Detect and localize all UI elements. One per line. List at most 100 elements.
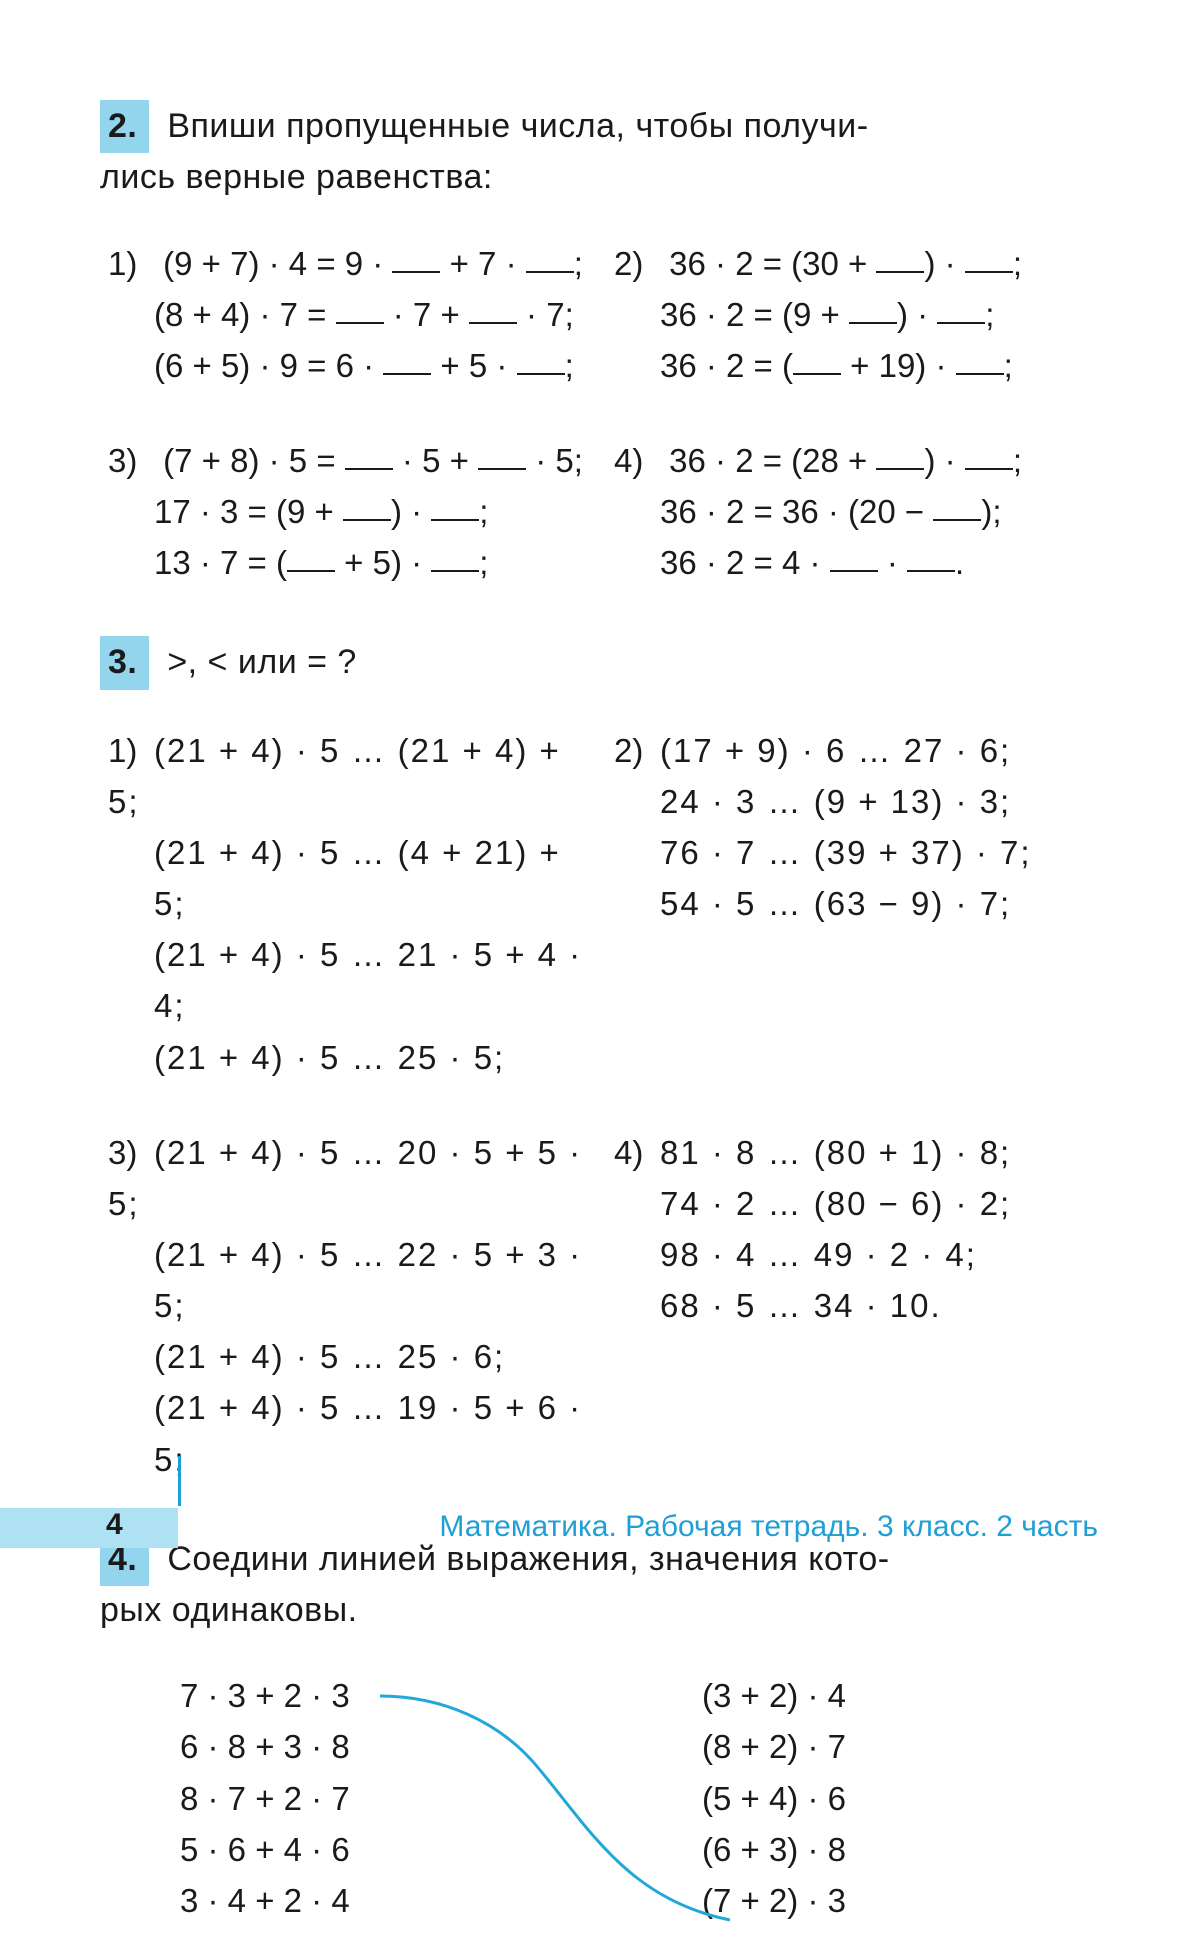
expr: (3 + 2) · 4 bbox=[630, 1670, 1020, 1721]
expr: · 7 + bbox=[384, 296, 469, 333]
fill-blank[interactable] bbox=[937, 292, 985, 324]
fill-blank[interactable] bbox=[933, 489, 981, 521]
fill-blank[interactable] bbox=[431, 541, 479, 573]
task-2-heading: 2. Впиши пропущенные числа, чтобы получи… bbox=[100, 100, 1100, 203]
expr: (6 + 3) · 8 bbox=[630, 1824, 1020, 1875]
expr: · 7; bbox=[517, 296, 574, 333]
expr: (6 + 5) · 9 = 6 · bbox=[154, 347, 383, 384]
expr: 74 · 2 … (80 − 6) · 2; bbox=[614, 1178, 1100, 1229]
footer-vertical-rule bbox=[178, 1456, 181, 1506]
fill-blank[interactable] bbox=[343, 489, 391, 521]
expr: ; bbox=[574, 245, 583, 282]
group-label: 3) bbox=[108, 435, 154, 486]
fill-blank[interactable] bbox=[469, 292, 517, 324]
group-label: 3) bbox=[108, 1127, 154, 1178]
task-3-prompt: >, < или = ? bbox=[167, 643, 357, 681]
task3-group3: 3)(21 + 4) · 5 … 20 · 5 + 5 · 5; (21 + 4… bbox=[108, 1127, 594, 1485]
expr: · bbox=[878, 544, 907, 581]
expr: . bbox=[955, 544, 964, 581]
group-label: 2) bbox=[614, 238, 660, 289]
expr: ; bbox=[479, 544, 488, 581]
expr: 81 · 8 … (80 + 1) · 8; bbox=[660, 1134, 1011, 1171]
group-label: 2) bbox=[614, 725, 660, 776]
task-2-prompt-line1: Впиши пропущенные числа, чтобы получи- bbox=[167, 107, 868, 145]
task-2-prompt-line2: лись верные равенства: bbox=[100, 158, 493, 196]
expr: 36 · 2 = (28 + bbox=[669, 442, 876, 479]
task-4-prompt-line1: Соедини линией выражения, значения кото- bbox=[167, 1540, 889, 1578]
fill-blank[interactable] bbox=[965, 241, 1013, 273]
expr: + 7 · bbox=[440, 245, 525, 282]
fill-blank[interactable] bbox=[345, 438, 393, 470]
fill-blank[interactable] bbox=[526, 241, 574, 273]
expr: (8 + 4) · 7 = bbox=[154, 296, 336, 333]
expr: ; bbox=[1013, 245, 1022, 282]
expr: 68 · 5 … 34 · 10. bbox=[614, 1280, 1100, 1331]
expr: (21 + 4) · 5 … 25 · 5; bbox=[108, 1032, 594, 1083]
footer-title: Математика. Рабочая тетрадь. 3 класс. 2 … bbox=[439, 1510, 1098, 1544]
group-label: 4) bbox=[614, 435, 660, 486]
expr: 98 · 4 … 49 · 2 · 4; bbox=[614, 1229, 1100, 1280]
expr: 3 · 4 + 2 · 4 bbox=[180, 1875, 570, 1926]
workbook-page: 2. Впиши пропущенные числа, чтобы получи… bbox=[0, 0, 1200, 1588]
fill-blank[interactable] bbox=[383, 343, 431, 375]
expr: (7 + 2) · 3 bbox=[630, 1875, 1020, 1926]
task-4-body: 7 · 3 + 2 · 3 6 · 8 + 3 · 8 8 · 7 + 2 · … bbox=[100, 1670, 1100, 1926]
fill-blank[interactable] bbox=[336, 292, 384, 324]
fill-blank[interactable] bbox=[830, 541, 878, 573]
task-2-body: 1) (9 + 7) · 4 = 9 · + 7 · ; (8 + 4) · 7… bbox=[100, 238, 1100, 589]
expr: (21 + 4) · 5 … 22 · 5 + 3 · 5; bbox=[108, 1229, 594, 1331]
task3-group2: 2)(17 + 9) · 6 … 27 · 6; 24 · 3 … (9 + 1… bbox=[614, 725, 1100, 1083]
fill-blank[interactable] bbox=[876, 438, 924, 470]
fill-blank[interactable] bbox=[392, 241, 440, 273]
expr: ) · bbox=[924, 245, 964, 282]
expr: ; bbox=[1004, 347, 1013, 384]
expr: ; bbox=[565, 347, 574, 384]
expr: · 5; bbox=[526, 442, 583, 479]
expr: 5 · 6 + 4 · 6 bbox=[180, 1824, 570, 1875]
fill-blank[interactable] bbox=[956, 343, 1004, 375]
footer-accent-bar bbox=[0, 1508, 178, 1548]
task-number-badge: 2. bbox=[100, 100, 149, 153]
fill-blank[interactable] bbox=[431, 489, 479, 521]
task3-group4: 4)81 · 8 … (80 + 1) · 8; 74 · 2 … (80 − … bbox=[614, 1127, 1100, 1485]
fill-blank[interactable] bbox=[478, 438, 526, 470]
fill-blank[interactable] bbox=[517, 343, 565, 375]
expr: (8 + 2) · 7 bbox=[630, 1721, 1020, 1772]
expr: ) · bbox=[924, 442, 964, 479]
task2-group2: 2) 36 · 2 = (30 + ) · ; 36 · 2 = (9 + ) … bbox=[614, 238, 1100, 391]
expr: 6 · 8 + 3 · 8 bbox=[180, 1721, 570, 1772]
expr: (21 + 4) · 5 … 25 · 6; bbox=[108, 1331, 594, 1382]
expr: 36 · 2 = 4 · bbox=[660, 544, 830, 581]
task-number-badge: 3. bbox=[100, 636, 149, 689]
fill-blank[interactable] bbox=[876, 241, 924, 273]
expr: ); bbox=[981, 493, 1001, 530]
fill-blank[interactable] bbox=[849, 292, 897, 324]
expr: 36 · 2 = (30 + bbox=[669, 245, 876, 282]
group-label: 1) bbox=[108, 238, 154, 289]
fill-blank[interactable] bbox=[287, 541, 335, 573]
expr: ) · bbox=[391, 493, 431, 530]
expr: (17 + 9) · 6 … 27 · 6; bbox=[660, 732, 1011, 769]
expr: + 19) · bbox=[841, 347, 956, 384]
fill-blank[interactable] bbox=[965, 438, 1013, 470]
page-number: 4 bbox=[106, 1508, 123, 1542]
expr: · 5 + bbox=[393, 442, 478, 479]
expr: ; bbox=[985, 296, 994, 333]
expr: (9 + 7) · 4 = 9 · bbox=[163, 245, 392, 282]
expr: 17 · 3 = (9 + bbox=[154, 493, 343, 530]
task4-right-column: (3 + 2) · 4 (8 + 2) · 7 (5 + 4) · 6 (6 +… bbox=[630, 1670, 1020, 1926]
expr: + 5) · bbox=[335, 544, 431, 581]
expr: (21 + 4) · 5 … (4 + 21) + 5; bbox=[108, 827, 594, 929]
group-label: 4) bbox=[614, 1127, 660, 1178]
task-4-prompt-line2: рых одинаковы. bbox=[100, 1591, 358, 1629]
expr: (21 + 4) · 5 … 20 · 5 + 5 · 5; bbox=[108, 1134, 582, 1222]
fill-blank[interactable] bbox=[793, 343, 841, 375]
expr: 76 · 7 … (39 + 37) · 7; bbox=[614, 827, 1100, 878]
group-label: 1) bbox=[108, 725, 154, 776]
expr: 7 · 3 + 2 · 3 bbox=[180, 1670, 570, 1721]
task2-group1: 1) (9 + 7) · 4 = 9 · + 7 · ; (8 + 4) · 7… bbox=[108, 238, 594, 391]
expr: 8 · 7 + 2 · 7 bbox=[180, 1773, 570, 1824]
fill-blank[interactable] bbox=[907, 541, 955, 573]
expr: 36 · 2 = (9 + bbox=[660, 296, 849, 333]
task2-group4: 4) 36 · 2 = (28 + ) · ; 36 · 2 = 36 · (2… bbox=[614, 435, 1100, 588]
